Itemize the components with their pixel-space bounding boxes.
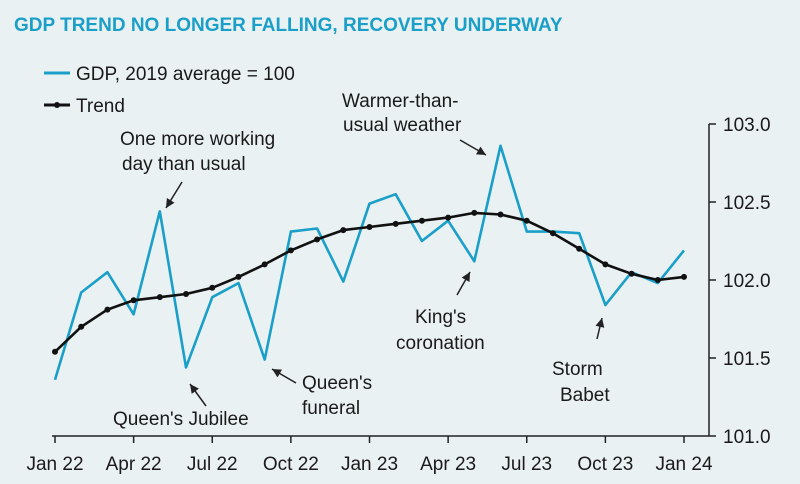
trend-point bbox=[209, 284, 216, 291]
series-trend bbox=[52, 209, 687, 355]
trend-point bbox=[78, 323, 85, 330]
annotation-arrow-head bbox=[272, 369, 282, 378]
annotation-text: Storm bbox=[552, 359, 603, 380]
series-gdp bbox=[53, 144, 686, 381]
annotation-text: One more working bbox=[120, 129, 275, 150]
legend-label-gdp: GDP, 2019 average = 100 bbox=[76, 64, 295, 85]
trend-point bbox=[576, 245, 583, 252]
x-tick-label: Oct 23 bbox=[577, 454, 633, 475]
legend-label-trend: Trend bbox=[76, 96, 125, 117]
x-tick-label: Jan 24 bbox=[655, 454, 712, 475]
trend-point bbox=[471, 209, 478, 216]
annotation-text: funeral bbox=[302, 398, 360, 419]
trend-point bbox=[340, 227, 347, 234]
annotation-text: usual weather bbox=[343, 115, 462, 136]
legend: GDP, 2019 average = 100 Trend bbox=[44, 64, 295, 117]
x-tick-label: Jan 22 bbox=[26, 454, 83, 475]
trend-point bbox=[549, 230, 556, 237]
x-tick-label: Apr 22 bbox=[106, 454, 162, 475]
annotation-text: Queen's bbox=[302, 373, 372, 394]
trend-series-line bbox=[54, 211, 685, 353]
y-tick-label: 102.0 bbox=[723, 271, 771, 292]
x-tick-label: Jul 23 bbox=[501, 454, 552, 475]
trend-point bbox=[497, 211, 504, 218]
trend-point bbox=[235, 273, 242, 280]
annotation-arrow-head bbox=[461, 272, 470, 282]
y-tick-label: 102.5 bbox=[723, 193, 771, 214]
trend-point bbox=[287, 247, 294, 254]
trend-point bbox=[183, 291, 190, 298]
x-tick-label: Jul 22 bbox=[187, 454, 238, 475]
y-tick-label: 101.0 bbox=[723, 427, 771, 448]
axes: 101.0 101.5 102.0 102.5 103.0 Jan 22 Apr 22 Jul… bbox=[26, 115, 770, 475]
y-tick-label: 103.0 bbox=[723, 115, 771, 136]
trend-point bbox=[654, 277, 661, 283]
trend-point bbox=[314, 236, 321, 243]
annotation-text: King's bbox=[415, 307, 466, 328]
trend-point bbox=[523, 217, 530, 224]
annotation-text: coronation bbox=[396, 333, 485, 354]
trend-point bbox=[602, 261, 609, 268]
trend-point bbox=[52, 348, 58, 355]
annotation-text: day than usual bbox=[122, 154, 246, 175]
y-tick-label: 101.5 bbox=[723, 349, 771, 370]
trend-point bbox=[681, 273, 687, 280]
annotation-arrow-head bbox=[166, 198, 175, 208]
annotations: One more working day than usual Queen's Ju… bbox=[113, 91, 610, 430]
annotation-arrow-head bbox=[595, 318, 605, 328]
trend-point bbox=[628, 270, 635, 277]
annotation-text: Queen's Jubilee bbox=[113, 409, 249, 430]
trend-point bbox=[156, 294, 163, 301]
trend-point bbox=[418, 217, 425, 224]
trend-point bbox=[392, 220, 399, 227]
annotation-text: Babet bbox=[560, 385, 610, 406]
trend-point bbox=[366, 223, 373, 230]
annotation-arrow-head bbox=[476, 146, 486, 155]
trend-point bbox=[445, 214, 452, 221]
chart-title: GDP TREND NO LONGER FALLING, RECOVERY UN… bbox=[14, 15, 563, 36]
x-tick-label: Oct 22 bbox=[263, 454, 319, 475]
annotation-arrow-head bbox=[190, 384, 199, 394]
gdp-series-line bbox=[53, 144, 686, 381]
trend-point bbox=[130, 297, 137, 304]
x-tick-label: Jan 23 bbox=[341, 454, 398, 475]
trend-point bbox=[104, 306, 111, 313]
x-tick-label: Apr 23 bbox=[420, 454, 476, 475]
legend-marker-trend bbox=[54, 102, 60, 108]
annotation-text: Warmer-than- bbox=[342, 91, 458, 112]
trend-point bbox=[261, 261, 268, 268]
